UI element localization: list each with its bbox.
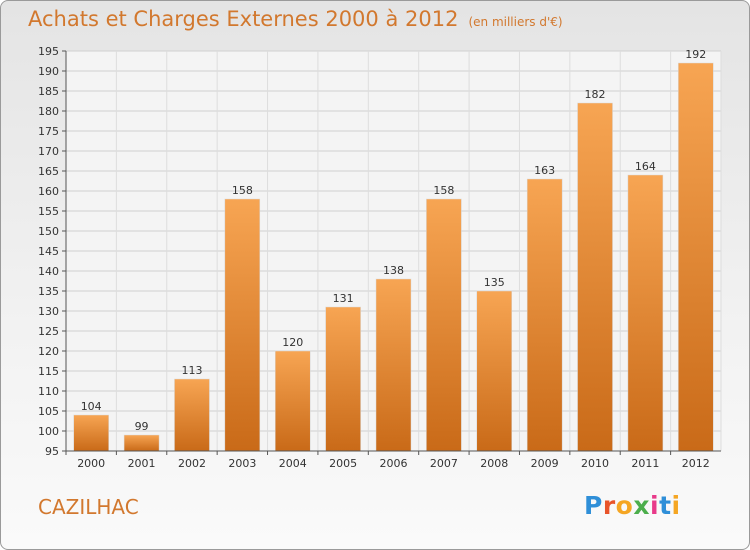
bar — [526, 178, 563, 452]
x-tick-label: 2009 — [531, 457, 559, 470]
y-tick-label: 165 — [38, 165, 59, 178]
logo-letter: r — [602, 491, 616, 520]
axes — [65, 51, 721, 452]
logo-letter: o — [615, 491, 634, 520]
logo-letter: x — [633, 491, 650, 520]
bar — [224, 198, 261, 452]
bar — [577, 102, 613, 452]
bar-value-label: 138 — [383, 264, 404, 277]
bar — [174, 378, 210, 452]
x-tick-label: 2004 — [279, 457, 307, 470]
bar — [375, 278, 412, 452]
x-tick-label: 2006 — [380, 457, 408, 470]
x-tick-label: 2003 — [228, 457, 256, 470]
bar — [274, 350, 311, 452]
bar-value-label: 163 — [534, 164, 555, 177]
bars: 104 99 113 158 120 131 138 158 135 163 182 164 192 — [73, 48, 714, 452]
bar-value-label: 182 — [585, 88, 606, 101]
x-tick-label: 2000 — [77, 457, 105, 470]
chart-title-main: Achats et Charges Externes 2000 à 2012 — [28, 7, 459, 31]
y-tick-label: 185 — [38, 85, 59, 98]
bar — [123, 434, 160, 452]
logo-letter: i — [650, 491, 660, 520]
y-tick-label: 145 — [38, 245, 59, 258]
bar-value-label: 135 — [484, 276, 505, 289]
y-tick-label: 95 — [45, 445, 59, 458]
y-tick-label: 155 — [38, 205, 59, 218]
y-tick-label: 130 — [38, 305, 59, 318]
bar-value-label: 131 — [333, 292, 354, 305]
y-tick-label: 190 — [38, 65, 59, 78]
y-tick-label: 140 — [38, 265, 59, 278]
proxiti-logo: Proxiti — [584, 491, 681, 520]
bar-value-label: 158 — [433, 184, 454, 197]
x-tick-label: 2002 — [178, 457, 206, 470]
chart-title: Achats et Charges Externes 2000 à 2012 (e… — [28, 7, 563, 31]
x-tick-label: 2008 — [480, 457, 508, 470]
y-tick-label: 160 — [38, 185, 59, 198]
y-tick-label: 105 — [38, 405, 59, 418]
y-tick-label: 100 — [38, 425, 59, 438]
bar — [426, 198, 462, 452]
y-tick-label: 125 — [38, 325, 59, 338]
logo-letter: i — [671, 491, 681, 520]
bar-value-label: 104 — [81, 400, 102, 413]
y-tick-label: 180 — [38, 105, 59, 118]
x-tick-label: 2007 — [430, 457, 458, 470]
town-name: CAZILHAC — [38, 495, 139, 519]
bar — [73, 414, 109, 452]
y-tick-label: 195 — [38, 45, 59, 58]
bar-value-label: 99 — [135, 420, 149, 433]
logo-letter: t — [659, 491, 672, 520]
x-tick-label: 2001 — [128, 457, 156, 470]
y-tick-label: 170 — [38, 145, 59, 158]
y-tick-label: 175 — [38, 125, 59, 138]
bar-value-label: 120 — [282, 336, 303, 349]
x-tick-label: 2012 — [682, 457, 710, 470]
y-tick-label: 110 — [38, 385, 59, 398]
chart-unit-label: (en milliers d'€) — [468, 15, 563, 29]
y-tick-label: 135 — [38, 285, 59, 298]
bar-value-label: 113 — [181, 364, 202, 377]
x-tick-label: 2011 — [631, 457, 659, 470]
y-tick-label: 115 — [38, 365, 59, 378]
bar — [627, 174, 664, 452]
y-axis-ticks: 95 100 105 110 115 120 125 130 135 140 145 150 155 16… — [38, 45, 66, 458]
y-tick-label: 150 — [38, 225, 59, 238]
y-tick-label: 120 — [38, 345, 59, 358]
x-axis-ticks: 2000 2001 2002 2003 2004 2005 2006 2007 2008 2009… — [65, 451, 710, 470]
bar-value-label: 192 — [685, 48, 706, 61]
x-tick-label: 2010 — [581, 457, 609, 470]
bar — [678, 62, 714, 452]
logo-letter: P — [584, 491, 603, 520]
bar-value-label: 158 — [232, 184, 253, 197]
bar — [476, 290, 513, 452]
bar — [325, 306, 361, 452]
x-tick-label: 2005 — [329, 457, 357, 470]
bar-value-label: 164 — [635, 160, 656, 173]
